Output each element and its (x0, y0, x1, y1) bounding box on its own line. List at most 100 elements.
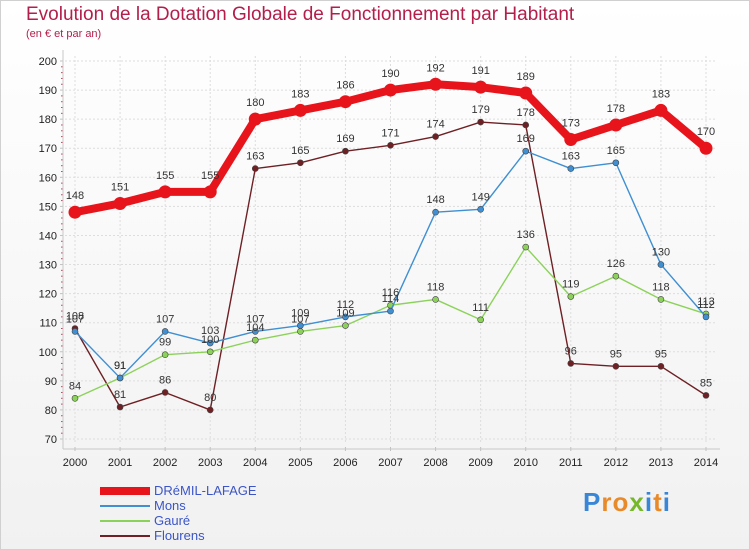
data-point (116, 374, 124, 382)
logo-letter: r (601, 487, 613, 517)
data-point (657, 363, 665, 370)
x-tick-label: 2001 (108, 457, 132, 469)
data-label: 171 (381, 127, 399, 139)
data-label: 118 (427, 281, 445, 293)
x-tick-label: 2008 (423, 457, 447, 469)
data-point (158, 185, 172, 199)
data-label: 155 (156, 170, 174, 182)
x-tick-label: 2003 (198, 457, 222, 469)
data-label: 112 (697, 299, 715, 311)
y-tick-label: 110 (39, 318, 57, 330)
data-point (699, 141, 713, 155)
y-tick-label: 180 (39, 114, 57, 126)
data-point (522, 147, 530, 155)
data-point (206, 339, 214, 347)
data-label: 85 (700, 377, 712, 389)
data-label: 174 (426, 119, 444, 131)
data-label: 163 (246, 151, 264, 163)
data-label: 111 (472, 302, 489, 314)
x-tick-label: 2009 (468, 457, 492, 469)
x-tick-label: 2010 (513, 457, 537, 469)
data-label: 107 (291, 313, 309, 325)
data-point (654, 103, 668, 117)
data-point (657, 261, 665, 268)
data-label: 148 (426, 194, 444, 206)
data-point (342, 322, 349, 329)
legend-swatch (100, 487, 150, 495)
data-label: 191 (471, 65, 489, 77)
y-tick-label: 90 (45, 376, 57, 388)
data-label: 80 (204, 392, 216, 404)
data-label: 84 (69, 380, 81, 392)
y-tick-label: 150 (39, 201, 57, 213)
data-label: 189 (517, 71, 535, 83)
data-point (251, 336, 259, 344)
x-tick-label: 2012 (604, 457, 628, 469)
data-label: 99 (159, 337, 171, 349)
data-point (432, 208, 439, 216)
y-tick-label: 140 (39, 230, 57, 242)
data-label: 178 (607, 103, 625, 115)
y-tick-label: 100 (39, 347, 57, 359)
data-point (251, 328, 259, 335)
data-point (567, 165, 575, 172)
legend-swatch (100, 505, 150, 507)
data-point (342, 147, 349, 155)
data-point (161, 389, 169, 396)
data-point (68, 205, 82, 219)
y-tick-label: 80 (45, 405, 57, 417)
data-point (387, 142, 394, 149)
x-tick-label: 2011 (559, 457, 583, 469)
logo-letter: t (653, 487, 663, 517)
data-point (609, 118, 623, 132)
data-label: 95 (655, 348, 667, 360)
data-point (567, 293, 575, 300)
x-tick-label: 2007 (378, 457, 402, 469)
legend-label: Gauré (154, 513, 191, 528)
y-tick-label: 190 (39, 85, 57, 97)
x-tick-label: 2014 (694, 457, 718, 469)
legend-label: Mons (154, 498, 186, 513)
data-label: 91 (114, 360, 126, 372)
data-label: 91 (114, 360, 126, 372)
data-point (612, 159, 620, 167)
data-label: 163 (562, 151, 580, 163)
data-point (161, 351, 169, 358)
data-label: 107 (66, 313, 84, 325)
data-label: 108 (66, 311, 84, 323)
data-point (429, 77, 443, 91)
data-point (567, 360, 575, 367)
logo-letter: P (583, 487, 602, 517)
legend-swatch (100, 535, 150, 537)
data-label: 169 (336, 133, 354, 145)
data-label: 173 (562, 118, 580, 130)
y-tick-label: 170 (39, 143, 57, 155)
data-point (384, 83, 397, 97)
x-tick-label: 2005 (288, 457, 312, 469)
data-label: 186 (336, 80, 354, 92)
legend-swatch (100, 520, 150, 522)
data-point (477, 205, 484, 213)
y-tick-label: 120 (39, 289, 57, 301)
data-label: 100 (201, 334, 219, 346)
data-point (657, 296, 665, 303)
data-point (564, 133, 578, 147)
data-point (612, 363, 620, 370)
y-tick-label: 160 (39, 172, 57, 184)
data-point (432, 296, 439, 303)
chart-title: Evolution de la Dotation Globale de Fonc… (26, 4, 575, 25)
x-tick-label: 2000 (63, 457, 87, 469)
data-label: 180 (246, 97, 264, 109)
data-point (293, 103, 307, 117)
data-label: 107 (156, 313, 174, 325)
data-point (71, 328, 79, 335)
logo-letter: x (629, 487, 645, 517)
data-point (203, 185, 217, 199)
data-label: 112 (337, 299, 355, 311)
data-point (522, 243, 530, 251)
data-label: 109 (291, 308, 309, 320)
y-tick-label: 70 (45, 434, 57, 446)
data-label: 178 (517, 107, 535, 119)
data-label: 183 (652, 88, 670, 100)
data-point (702, 392, 710, 399)
